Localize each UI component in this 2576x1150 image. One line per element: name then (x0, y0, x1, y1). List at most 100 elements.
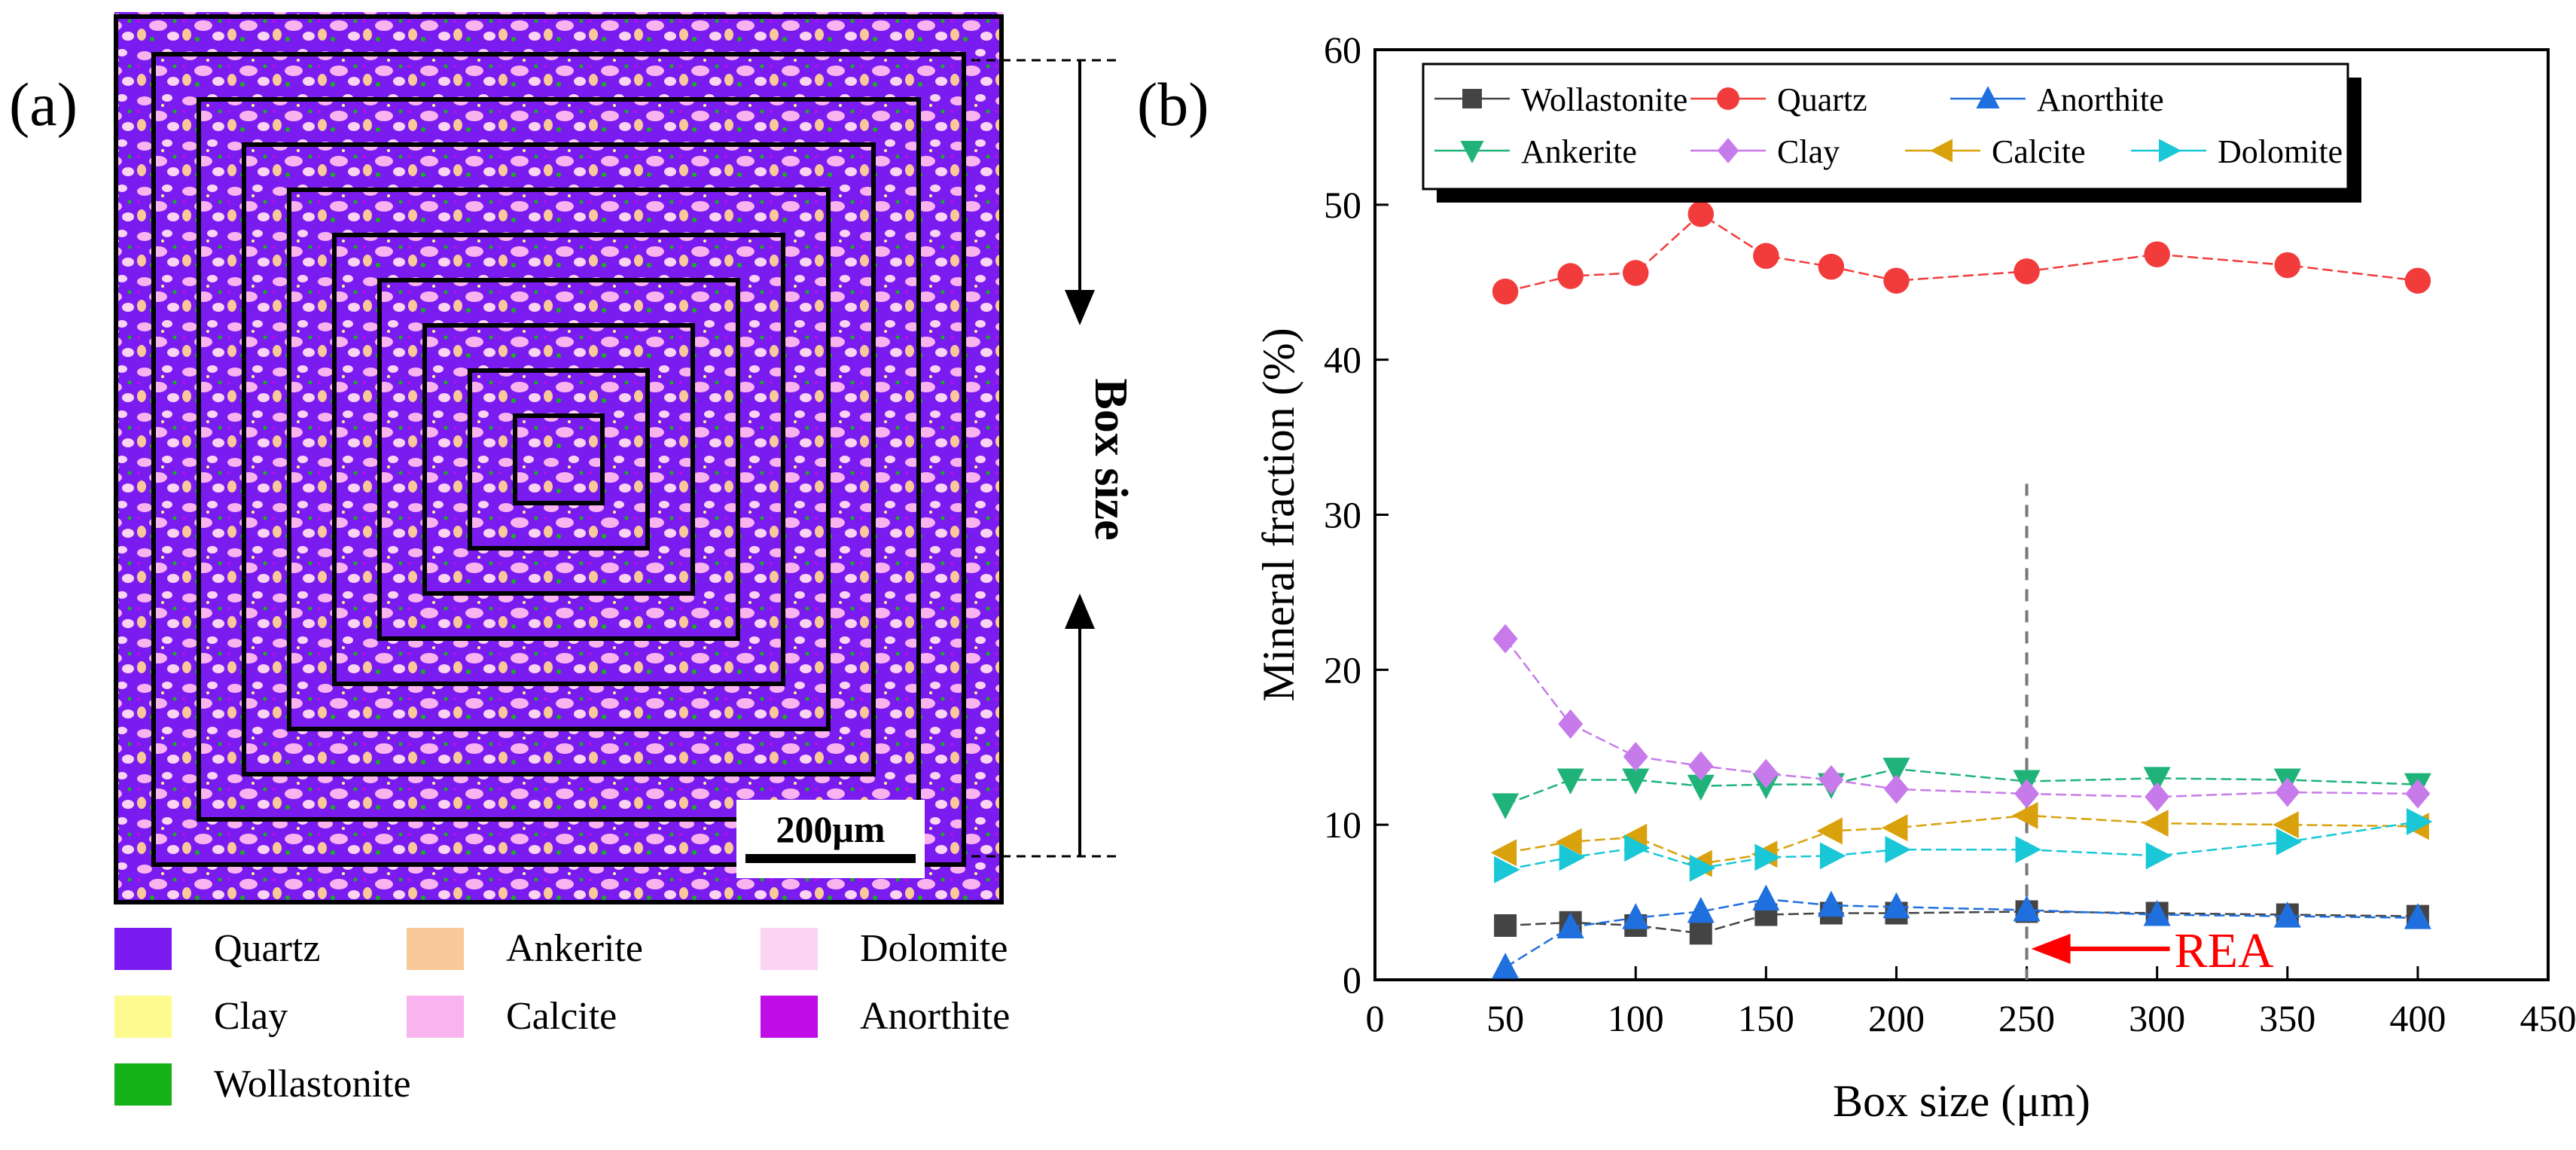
legend-label: Ankerite (1521, 133, 1637, 170)
legend-item-dolomite: Dolomite (2131, 133, 2343, 170)
mineral-legend-label: Calcite (506, 995, 617, 1038)
data-point-quartz (1492, 278, 1519, 305)
y-tick-label: 0 (1343, 959, 1361, 1001)
data-point-calcite (2273, 811, 2299, 839)
data-point-quartz (2404, 267, 2431, 294)
data-point-quartz (1818, 253, 1845, 280)
legend-label: Clay (1777, 133, 1840, 170)
mineral-legend-label: Quartz (214, 927, 320, 970)
data-point-calcite (2142, 810, 2169, 837)
x-tick-label: 450 (2520, 997, 2576, 1039)
rea-label: REA (2175, 923, 2274, 978)
mineral-swatch (114, 928, 172, 970)
data-point-calcite (1881, 814, 1908, 842)
analysis-box-1 (513, 413, 605, 505)
data-point-quartz (2144, 241, 2170, 267)
y-tick-label: 50 (1324, 184, 1361, 226)
legend-item-wollastonite: Wollastonite (1434, 81, 1687, 118)
analysis-box-4 (377, 278, 740, 641)
scale-bar-background (736, 800, 925, 878)
scale-bar (745, 854, 916, 863)
x-tick-label: 50 (1486, 997, 1524, 1039)
data-point-ankerite (1622, 768, 1650, 795)
data-point-dolomite (2406, 808, 2433, 836)
data-point-anorthite (2143, 900, 2171, 926)
legend-label: Anorthite (2037, 81, 2164, 118)
rea-annotation: REA (2031, 923, 2274, 978)
data-point-clay (1753, 758, 1779, 789)
legend-marker (1717, 87, 1739, 110)
data-point-clay (2275, 777, 2300, 807)
nested-box-outlines (114, 14, 1004, 904)
x-tick-label: 300 (2129, 997, 2185, 1039)
data-point-clay (2145, 782, 2170, 812)
mineral-swatch (761, 928, 818, 970)
data-point-quartz (1687, 200, 1715, 227)
data-point-clay (1558, 709, 1584, 739)
data-point-dolomite (1624, 834, 1651, 862)
mineral-legend-label: Dolomite (860, 927, 1008, 970)
x-axis-title: Box size (μm) (1833, 1076, 2090, 1126)
chart-legend: Wollastonite Quartz Anorthite Ankerite Clay C… (1422, 63, 2361, 203)
mineral-legend-item: Calcite (407, 995, 617, 1038)
x-tick-label: 150 (1738, 997, 1794, 1039)
data-point-wollastonite (1689, 922, 1712, 945)
data-point-anorthite (1882, 892, 1910, 919)
data-point-dolomite (1689, 854, 1716, 882)
data-point-wollastonite (1494, 914, 1517, 937)
data-point-anorthite (2273, 901, 2301, 928)
series-clay (1492, 624, 2431, 812)
y-tick-label: 30 (1324, 494, 1361, 536)
analysis-box-7 (242, 142, 876, 776)
box-arrow-down-head (1065, 290, 1095, 325)
data-point-anorthite (2404, 903, 2431, 929)
data-point-dolomite (1754, 843, 1781, 871)
mineral-swatch (114, 996, 172, 1038)
mineral-legend-label: Wollastonite (214, 1063, 411, 1106)
data-point-clay (1623, 742, 1648, 772)
data-point-dolomite (2015, 836, 2042, 864)
data-point-quartz (1753, 243, 1779, 270)
data-point-anorthite (1492, 953, 1520, 979)
legend-item-ankerite: Ankerite (1434, 133, 1637, 170)
data-point-anorthite (1752, 884, 1780, 911)
series-line-wollastonite (1505, 911, 2418, 935)
analysis-box-6 (287, 188, 831, 731)
series-line-ankerite (1504, 767, 2418, 806)
analysis-box-2 (468, 368, 650, 551)
series-layer (1490, 200, 2433, 979)
data-point-quartz (2014, 258, 2040, 285)
mineral-swatch (114, 1063, 172, 1106)
data-point-anorthite (1622, 903, 1650, 929)
panel-a-label: (a) (9, 70, 78, 139)
data-point-clay (2014, 779, 2040, 809)
series-anorthite (1492, 884, 2431, 979)
legend-item-calcite: Calcite (1905, 133, 2086, 170)
mineral-legend-item: Dolomite (761, 927, 1008, 970)
y-tick-label: 40 (1324, 339, 1361, 381)
mineral-legend-item: Ankerite (407, 927, 643, 970)
data-point-ankerite (1687, 774, 1715, 801)
mineral-legend-item: Wollastonite (114, 1063, 411, 1106)
mineral-swatch (407, 928, 464, 970)
mineral-legend-label: Clay (214, 995, 288, 1038)
axis-ticks: 0 50 100 150 200 250 300 350 400 450 0 10 20 30 40 50 60 (1324, 29, 2576, 1039)
scale-bar-label: 200μm (776, 808, 886, 850)
legend-marker (1460, 141, 1484, 163)
data-point-anorthite (1556, 912, 1584, 939)
series-dolomite (1494, 808, 2433, 883)
data-point-quartz (2274, 252, 2301, 279)
x-tick-label: 250 (1998, 997, 2055, 1039)
mineral-map-image (114, 12, 1003, 902)
analysis-box-8 (197, 97, 921, 822)
legend-marker (1976, 86, 2000, 108)
box-size-label: Box size (1085, 378, 1136, 540)
legend-marker (1717, 138, 1739, 163)
data-point-calcite (2012, 801, 2038, 829)
mineral-legend-item: Clay (114, 995, 288, 1038)
x-tick-label: 100 (1608, 997, 1664, 1039)
analysis-box-10 (114, 14, 1004, 904)
panel-b-label: (b) (1137, 70, 1209, 139)
data-point-clay (1688, 751, 1714, 781)
legend-marker (1462, 89, 1482, 108)
